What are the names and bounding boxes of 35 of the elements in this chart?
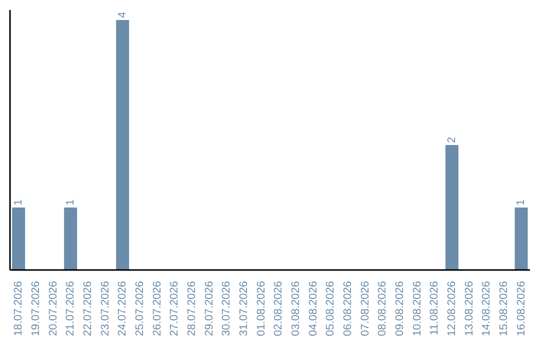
x-tick-label: 24.07.2026 xyxy=(116,281,129,336)
x-tick-label: 08.08.2026 xyxy=(376,281,389,336)
x-tick-label: 01.08.2026 xyxy=(255,281,268,336)
data-label: 4 xyxy=(116,12,129,18)
x-tick-label: 21.07.2026 xyxy=(64,281,77,336)
x-tick-label: 22.07.2026 xyxy=(82,281,94,336)
x-tick-label: 26.07.2026 xyxy=(151,281,164,336)
x-tick-label: 18.07.2026 xyxy=(12,281,25,336)
x-tick-label: 31.07.2026 xyxy=(238,281,250,336)
x-tick-label: 04.08.2026 xyxy=(307,281,320,336)
data-label: 1 xyxy=(12,199,25,206)
x-tick-label: 27.07.2026 xyxy=(168,281,181,336)
x-tick-label: 29.07.2026 xyxy=(203,281,216,336)
x-tick-label: 13.08.2026 xyxy=(463,281,476,336)
x-tick-label: 14.08.2026 xyxy=(480,281,493,336)
x-tick-label: 09.08.2026 xyxy=(394,281,406,336)
x-tick-label: 23.07.2026 xyxy=(99,281,112,336)
x-tick-label: 05.08.2026 xyxy=(324,281,337,336)
data-label: 2 xyxy=(446,136,458,143)
x-tick-label: 15.08.2026 xyxy=(498,281,510,336)
data-label: 1 xyxy=(64,199,77,206)
x-tick-label: 25.07.2026 xyxy=(134,281,146,336)
x-tick-label: 28.07.2026 xyxy=(186,281,198,336)
x-tick-label: 30.07.2026 xyxy=(220,281,233,336)
x-tick-label: 20.07.2026 xyxy=(47,281,60,336)
x-tick-label: 06.08.2026 xyxy=(342,281,354,336)
data-label: 1 xyxy=(515,199,528,206)
x-tick-label: 19.07.2026 xyxy=(30,281,42,336)
x-tick-label: 16.08.2026 xyxy=(515,281,528,336)
x-tick-label: 07.08.2026 xyxy=(359,281,372,336)
x-tick-label: 03.08.2026 xyxy=(290,281,302,336)
x-tick-label: 10.08.2026 xyxy=(411,281,424,336)
x-tick-label: 02.08.2026 xyxy=(272,281,285,336)
x-tick-label: 12.08.2026 xyxy=(446,281,458,336)
x-tick-label: 11.08.2026 xyxy=(428,281,441,336)
